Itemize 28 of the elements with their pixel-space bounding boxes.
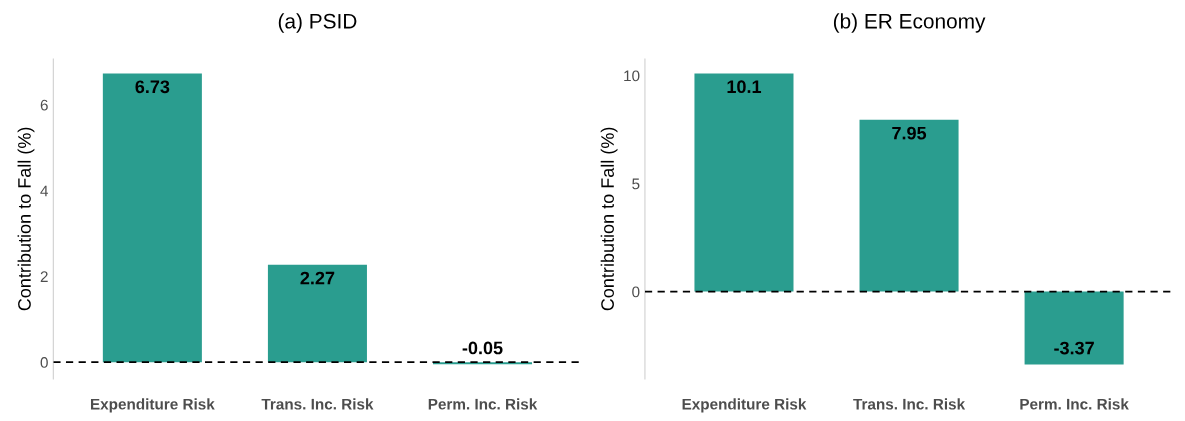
y-tick-label: 6 <box>40 99 48 111</box>
y-tick-label: 0 <box>40 357 48 368</box>
bar <box>1024 291 1124 365</box>
data-label: 10.1 <box>727 80 762 94</box>
bar <box>267 264 367 363</box>
x-tick-label: Perm. Inc. Risk <box>428 398 538 410</box>
x-tick-label: Trans. Inc. Risk <box>261 398 374 410</box>
bar <box>102 73 202 363</box>
y-axis-title: Contribution to Fall (%) <box>17 127 35 311</box>
data-label: -3.37 <box>1054 341 1094 355</box>
y-tick-label: 4 <box>40 185 49 197</box>
y-tick-label: 2 <box>40 271 48 282</box>
y-axis-title: Contribution to Fall (%) <box>600 127 618 311</box>
x-tick-label: Expenditure Risk <box>682 398 807 413</box>
x-tick-label: Perm. Inc. Risk <box>1020 398 1129 410</box>
y-tick-label: 10 <box>624 70 640 82</box>
chart-title: (b) ER Economy <box>833 13 986 33</box>
data-label: 7.95 <box>892 126 927 140</box>
data-label: -0.05 <box>462 341 503 355</box>
x-tick-label: Expenditure Risk <box>90 398 215 413</box>
x-tick-label: Trans. Inc. Risk <box>853 398 966 410</box>
bar <box>694 73 794 292</box>
data-label: 6.73 <box>135 80 170 94</box>
y-tick-label: 5 <box>632 178 640 190</box>
bar <box>859 119 959 292</box>
data-label: 2.27 <box>300 271 335 285</box>
chart-title: (a) PSID <box>278 13 357 33</box>
y-tick-label: 0 <box>632 286 640 298</box>
